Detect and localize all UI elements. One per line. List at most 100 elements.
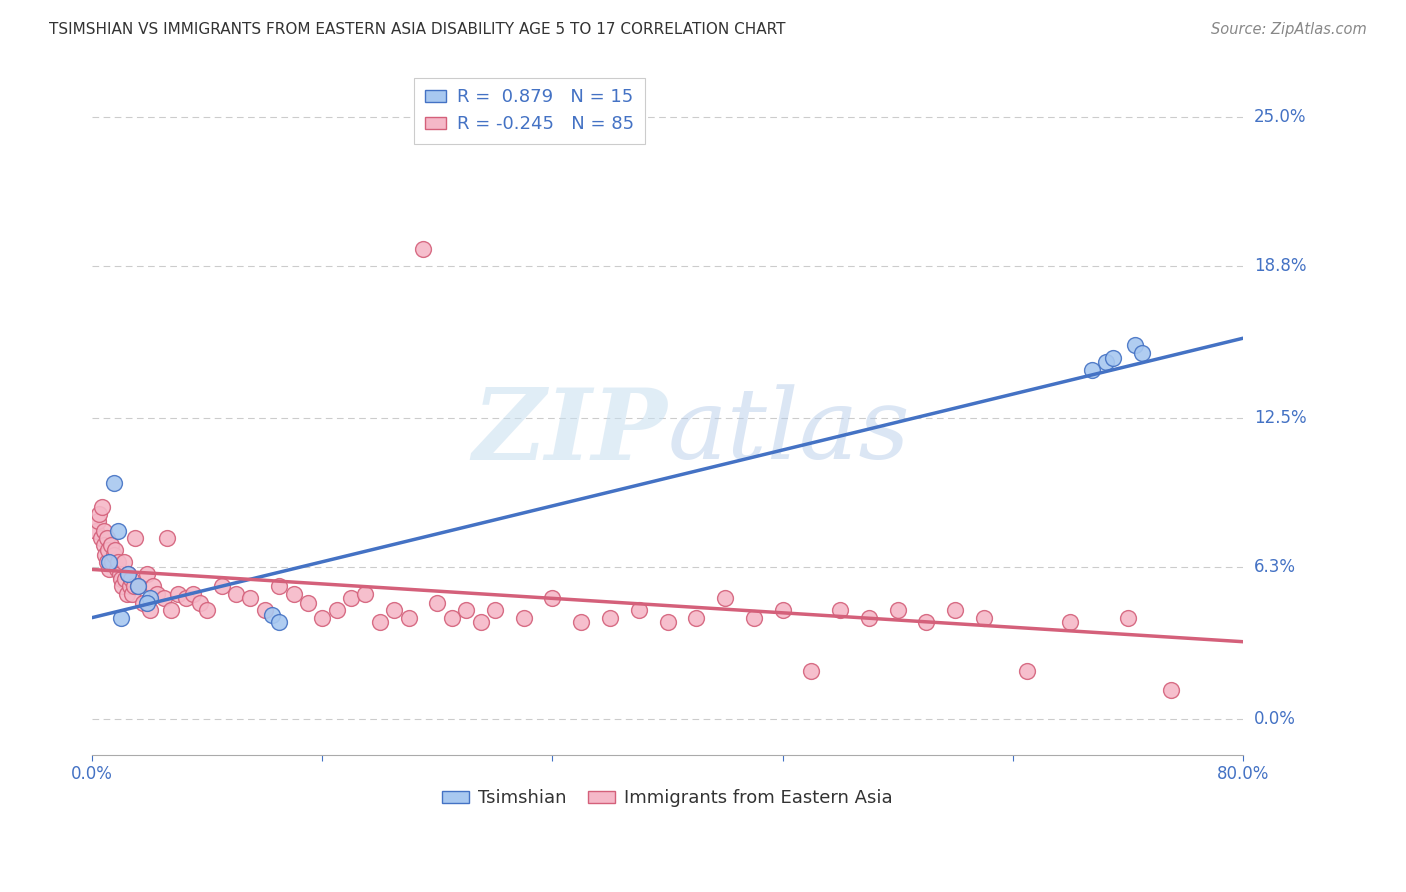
Point [340,591,363,606]
Point [253,603,276,617]
Point [111,579,134,593]
Point [103,475,125,490]
Point [121,586,143,600]
Point [98,555,121,569]
Point [86,524,108,538]
Text: 25.0%: 25.0% [1254,108,1306,126]
Point [96,555,118,569]
Point [426,596,449,610]
Point [800,664,823,678]
Point [1095,355,1118,369]
Point [135,567,157,582]
Point [858,610,880,624]
Point [398,610,420,624]
Point [382,603,405,617]
Point [1116,610,1139,624]
Point [569,615,592,630]
Point [742,610,765,624]
Point [142,579,165,593]
Text: atlas: atlas [668,384,910,480]
Point [104,543,127,558]
Point [1102,351,1125,365]
Point [269,579,291,593]
Point [269,615,291,630]
Text: Source: ZipAtlas.com: Source: ZipAtlas.com [1211,22,1367,37]
Point [135,596,157,610]
Point [110,610,132,624]
Point [440,610,463,624]
Point [118,579,141,593]
Point [131,596,153,610]
Point [297,596,319,610]
Point [114,572,136,586]
Point [211,579,233,593]
Point [93,538,115,552]
Point [714,591,737,606]
Text: TSIMSHIAN VS IMMIGRANTS FROM EASTERN ASIA DISABILITY AGE 5 TO 17 CORRELATION CHA: TSIMSHIAN VS IMMIGRANTS FROM EASTERN ASI… [49,22,786,37]
Text: 18.8%: 18.8% [1254,257,1306,275]
Point [90,531,112,545]
Point [470,615,492,630]
Point [117,567,139,582]
Legend: Tsimshian, Immigrants from Eastern Asia: Tsimshian, Immigrants from Eastern Asia [434,782,900,814]
Text: 12.5%: 12.5% [1254,409,1306,426]
Point [156,531,179,545]
Point [657,615,679,630]
Point [311,610,333,624]
Point [599,610,621,624]
Text: 6.3%: 6.3% [1254,558,1296,576]
Point [260,608,283,623]
Point [174,591,197,606]
Point [886,603,908,617]
Point [115,586,138,600]
Point [124,531,146,545]
Point [283,586,305,600]
Point [127,579,149,593]
Point [120,572,142,586]
Point [93,524,115,538]
Point [160,603,183,617]
Point [146,586,169,600]
Point [89,507,111,521]
Point [915,615,938,630]
Point [94,548,117,562]
Point [87,514,110,528]
Point [973,610,995,624]
Point [354,586,377,600]
Point [830,603,852,617]
Point [138,591,160,606]
Point [325,603,347,617]
Point [456,603,478,617]
Point [167,586,190,600]
Point [181,586,204,600]
Point [541,591,564,606]
Point [127,579,149,593]
Point [101,555,124,569]
Point [1059,615,1081,630]
Point [96,531,118,545]
Point [153,591,176,606]
Point [1017,664,1039,678]
Point [1081,362,1104,376]
Text: ZIP: ZIP [472,384,668,481]
Point [103,548,125,562]
Point [110,572,132,586]
Point [368,615,391,630]
Point [138,603,160,617]
Point [122,579,145,593]
Point [943,603,966,617]
Point [91,500,114,514]
Text: 0.0%: 0.0% [1254,710,1296,728]
Y-axis label: Disability Age 5 to 17: Disability Age 5 to 17 [0,323,8,501]
Point [1160,682,1182,697]
Point [239,591,262,606]
Point [512,610,534,624]
Point [772,603,794,617]
Point [1123,338,1146,352]
Point [195,603,218,617]
Point [108,567,131,582]
Point [112,555,135,569]
Point [100,538,122,552]
Point [98,562,121,576]
Point [484,603,506,617]
